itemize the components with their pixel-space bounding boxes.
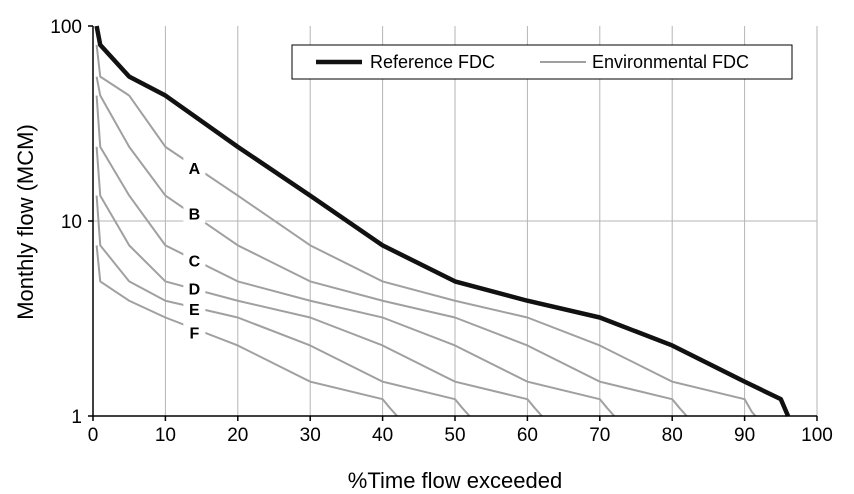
axes [88, 25, 818, 421]
x-tick-label-50: 50 [444, 425, 465, 446]
series-environmental-fdc-a [95, 44, 757, 417]
legend: Reference FDC Environmental FDC [291, 44, 793, 80]
series-layer [94, 25, 791, 417]
x-tick-label-90: 90 [734, 425, 755, 446]
curve-label-bg-f [183, 322, 206, 343]
gridlines [93, 26, 818, 416]
series-environmental-fdc-f [95, 245, 398, 417]
series-reference-fdc [94, 25, 791, 417]
curve-label-bg-c [183, 250, 206, 271]
curve-label-d: D [189, 282, 201, 299]
curve-label-bg-d [183, 278, 206, 299]
legend-label-reference: Reference FDC [370, 52, 495, 72]
curve-label-e: E [189, 302, 200, 319]
curve-label-bg-a [183, 157, 206, 178]
x-tick-label-10: 10 [155, 425, 176, 446]
curve-label-f: F [189, 325, 199, 342]
x-tick-label-70: 70 [589, 425, 610, 446]
series-environmental-fdc-c [95, 95, 616, 417]
x-tick-label-80: 80 [662, 425, 683, 446]
legend-label-environmental: Environmental FDC [592, 52, 749, 72]
y-tick-label-10: 10 [61, 212, 82, 233]
x-tick-label-100: 100 [801, 425, 833, 446]
x-tick-label-20: 20 [227, 425, 248, 446]
y-axis-label: Monthly flow (MCM) [13, 124, 38, 320]
series-environmental-fdc-d [95, 146, 543, 417]
series-environmental-fdc-e [95, 195, 471, 417]
x-axis-label: %Time flow exceeded [348, 468, 562, 493]
curve-label-a: A [189, 161, 201, 178]
curve-label-b: B [189, 206, 201, 223]
x-tick-label-30: 30 [300, 425, 321, 446]
y-tick-label-1: 1 [71, 407, 82, 428]
x-tick-label-60: 60 [517, 425, 538, 446]
series-environmental-fdc-b [95, 76, 688, 417]
curve-label-c: C [189, 253, 201, 270]
x-tick-label-0: 0 [88, 425, 99, 446]
curve-label-bg-e [183, 298, 206, 319]
y-tick-label-100: 100 [50, 17, 82, 38]
x-tick-label-40: 40 [372, 425, 393, 446]
curve-label-bg-b [183, 203, 206, 224]
